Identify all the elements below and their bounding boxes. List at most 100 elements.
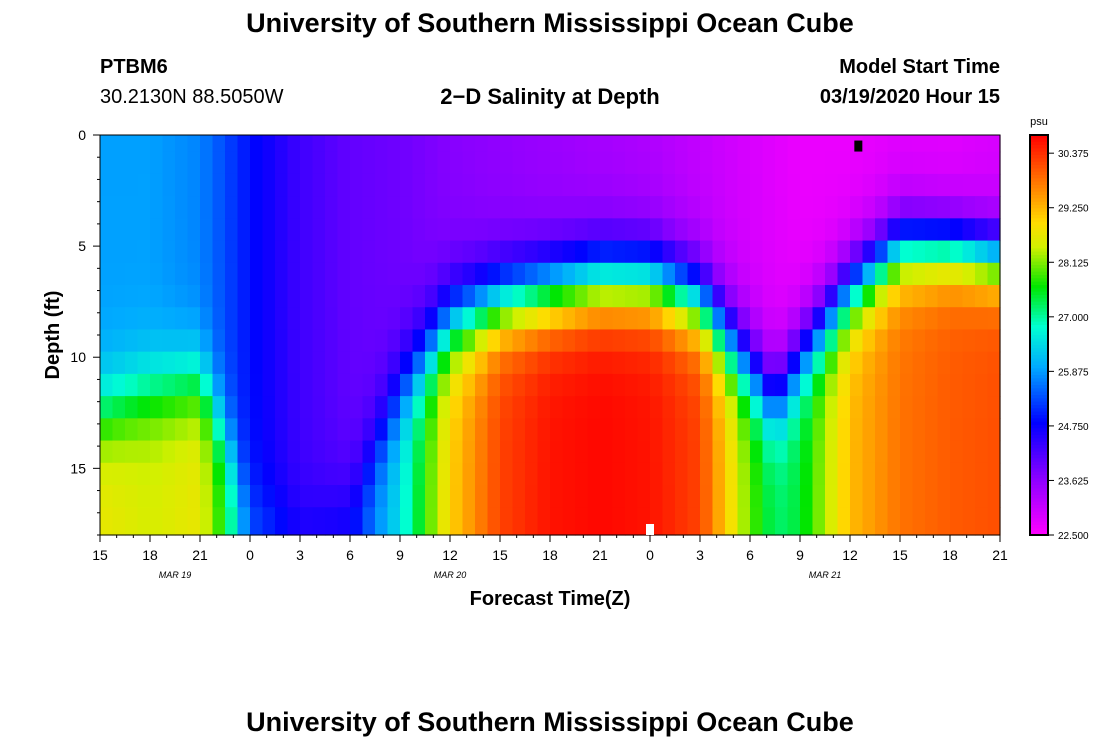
heatmap-cell	[537, 351, 551, 375]
heatmap-cell	[812, 507, 826, 536]
heatmap-cell	[487, 173, 501, 197]
heatmap-cell	[312, 285, 326, 308]
heatmap-cell	[675, 373, 689, 397]
heatmap-cell	[650, 396, 664, 419]
heatmap-cell	[300, 462, 314, 486]
heatmap-cell	[775, 240, 789, 264]
heatmap-cell	[987, 396, 1001, 419]
heatmap-cell	[700, 396, 714, 419]
heatmap-cell	[350, 351, 364, 375]
heatmap-cell	[400, 351, 414, 375]
heatmap-cell	[962, 262, 976, 286]
heatmap-cell	[225, 307, 239, 331]
heatmap-cell	[787, 396, 801, 419]
heatmap-cell	[487, 307, 501, 331]
heatmap-cell	[750, 196, 764, 219]
heatmap-cell	[525, 262, 539, 286]
heatmap-cell	[837, 135, 851, 153]
heatmap-cell	[975, 151, 989, 175]
heatmap-cell	[500, 396, 514, 419]
heatmap-cell	[487, 440, 501, 464]
heatmap-cell	[187, 173, 201, 197]
heatmap-cell	[400, 151, 414, 175]
heatmap-cell	[175, 485, 189, 508]
heatmap-cell	[125, 462, 139, 486]
heatmap-cell	[112, 373, 126, 397]
colorbar-segment	[1030, 211, 1048, 216]
heatmap-cell	[412, 329, 426, 353]
heatmap-cell	[100, 135, 114, 153]
heatmap-cell	[625, 440, 639, 464]
heatmap-cell	[687, 173, 701, 197]
heatmap-cell	[825, 507, 839, 536]
x-tick-label: 0	[646, 547, 654, 563]
heatmap-cell	[725, 135, 739, 153]
heatmap-cell	[312, 218, 326, 242]
heatmap-cell	[175, 135, 189, 153]
heatmap-cell	[887, 462, 901, 486]
heatmap-cell	[437, 440, 451, 464]
heatmap-cell	[362, 285, 376, 308]
heatmap-cell	[837, 285, 851, 308]
heatmap-cell	[512, 173, 526, 197]
heatmap-cell	[137, 507, 151, 536]
heatmap-cell	[575, 307, 589, 331]
heatmap-cell	[812, 285, 826, 308]
heatmap-cell	[650, 373, 664, 397]
heatmap-cell	[662, 151, 676, 175]
heatmap-cell	[275, 418, 289, 442]
heatmap-cell	[212, 196, 226, 219]
heatmap-cell	[787, 262, 801, 286]
heatmap-cell	[187, 285, 201, 308]
heatmap-cell	[512, 307, 526, 331]
heatmap-cell	[312, 151, 326, 175]
heatmap-cell	[737, 151, 751, 175]
heatmap-cell	[662, 307, 676, 331]
colorbar-segment	[1030, 171, 1048, 176]
heatmap-cell	[600, 507, 614, 536]
heatmap-cell	[837, 440, 851, 464]
colorbar-segment	[1030, 215, 1048, 219]
heatmap-cell	[362, 418, 376, 442]
heatmap-cell	[612, 196, 626, 219]
heatmap-cell	[300, 173, 314, 197]
heatmap-cell	[812, 396, 826, 419]
colorbar-segment	[1030, 328, 1048, 333]
heatmap-cell	[862, 196, 876, 219]
heatmap-cell	[962, 307, 976, 331]
colorbar-segment	[1030, 331, 1048, 336]
heatmap-cell	[287, 329, 301, 353]
heatmap-cell	[637, 240, 651, 264]
colorbar-segment	[1030, 428, 1048, 433]
heatmap-cell	[225, 507, 239, 536]
heatmap-cell	[900, 373, 914, 397]
colorbar-segment	[1030, 305, 1048, 309]
heatmap-cell	[362, 262, 376, 286]
heatmap-cell	[837, 396, 851, 419]
heatmap-cell	[425, 307, 439, 331]
heatmap-cell	[262, 485, 276, 508]
heatmap-cell	[275, 507, 289, 536]
heatmap-cell	[700, 351, 714, 375]
heatmap-cell	[750, 373, 764, 397]
heatmap-cell	[500, 173, 514, 197]
heatmap-cell	[375, 418, 389, 442]
heatmap-cell	[162, 307, 176, 331]
heatmap-cell	[950, 373, 964, 397]
heatmap-cell	[900, 307, 914, 331]
heatmap-cell	[962, 418, 976, 442]
heatmap-cell	[475, 135, 489, 153]
heatmap-cell	[775, 418, 789, 442]
heatmap-cell	[300, 135, 314, 153]
colorbar-segment	[1030, 238, 1048, 243]
heatmap-cell	[487, 218, 501, 242]
heatmap-cell	[362, 396, 376, 419]
heatmap-cell	[837, 173, 851, 197]
heatmap-cell	[437, 418, 451, 442]
heatmap-cell	[712, 307, 726, 331]
heatmap-cell	[725, 196, 739, 219]
heatmap-cell	[500, 218, 514, 242]
heatmap-cell	[900, 240, 914, 264]
heatmap-cell	[775, 135, 789, 153]
heatmap-cell	[812, 151, 826, 175]
